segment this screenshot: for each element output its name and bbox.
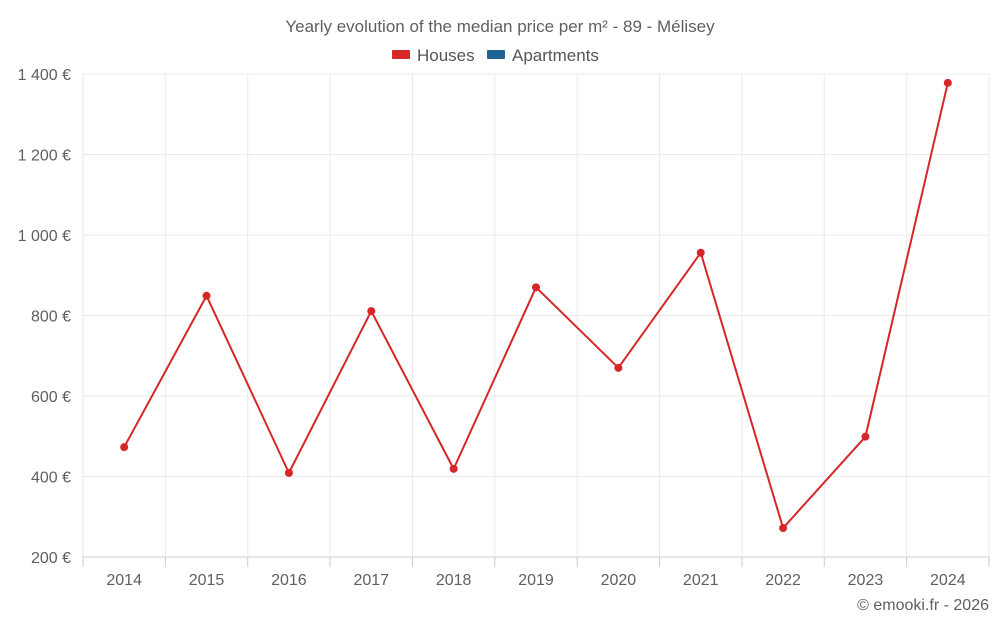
grid	[82, 73, 990, 558]
y-tick-label: 600 €	[31, 389, 71, 406]
legend-swatch-houses	[392, 50, 410, 59]
x-tick-label: 2019	[518, 572, 554, 589]
x-tick-label: 2020	[601, 572, 637, 589]
x-tick-label: 2022	[765, 572, 801, 589]
x-tick-label: 2014	[106, 572, 142, 589]
chart-title: Yearly evolution of the median price per…	[285, 17, 715, 36]
x-tick-label: 2016	[271, 572, 307, 589]
data-point-houses[interactable]	[532, 283, 540, 292]
x-tick-label: 2018	[436, 572, 472, 589]
credit: © emooki.fr - 2026	[857, 597, 989, 614]
axes: 200 € 400 € 600 € 800 € 1 000 € 1 200 € 1 400 …	[18, 67, 990, 589]
legend-swatch-apartments	[487, 50, 505, 59]
data-point-houses[interactable]	[202, 291, 211, 300]
y-tick-label: 400 €	[31, 470, 71, 487]
legend-label-houses: Houses	[417, 46, 475, 65]
data-point-houses[interactable]	[779, 524, 788, 533]
data-point-houses[interactable]	[367, 307, 376, 316]
legend: Houses Apartments	[392, 46, 599, 65]
legend-label-apartments: Apartments	[512, 46, 599, 65]
x-tick-label: 2017	[353, 572, 389, 589]
data-point-houses[interactable]	[614, 363, 623, 372]
x-tick-label: 2015	[189, 572, 225, 589]
series-houses	[120, 78, 952, 533]
y-tick-label: 1 000 €	[18, 228, 71, 245]
y-tick-label: 800 €	[31, 309, 71, 326]
x-tick-label: 2023	[848, 572, 884, 589]
legend-item-houses[interactable]: Houses	[392, 46, 475, 65]
y-tick-label: 1 200 €	[18, 148, 71, 165]
y-tick-label: 200 €	[31, 550, 71, 567]
data-point-houses[interactable]	[449, 464, 458, 473]
x-tick-label: 2024	[930, 572, 966, 589]
data-point-houses[interactable]	[943, 78, 952, 87]
x-tick-label: 2021	[683, 572, 719, 589]
legend-item-apartments[interactable]: Apartments	[487, 46, 599, 65]
data-point-houses[interactable]	[120, 443, 129, 452]
data-point-houses[interactable]	[284, 468, 293, 477]
data-point-houses[interactable]	[861, 432, 870, 441]
data-point-houses[interactable]	[696, 248, 705, 257]
y-tick-label: 1 400 €	[18, 67, 71, 84]
